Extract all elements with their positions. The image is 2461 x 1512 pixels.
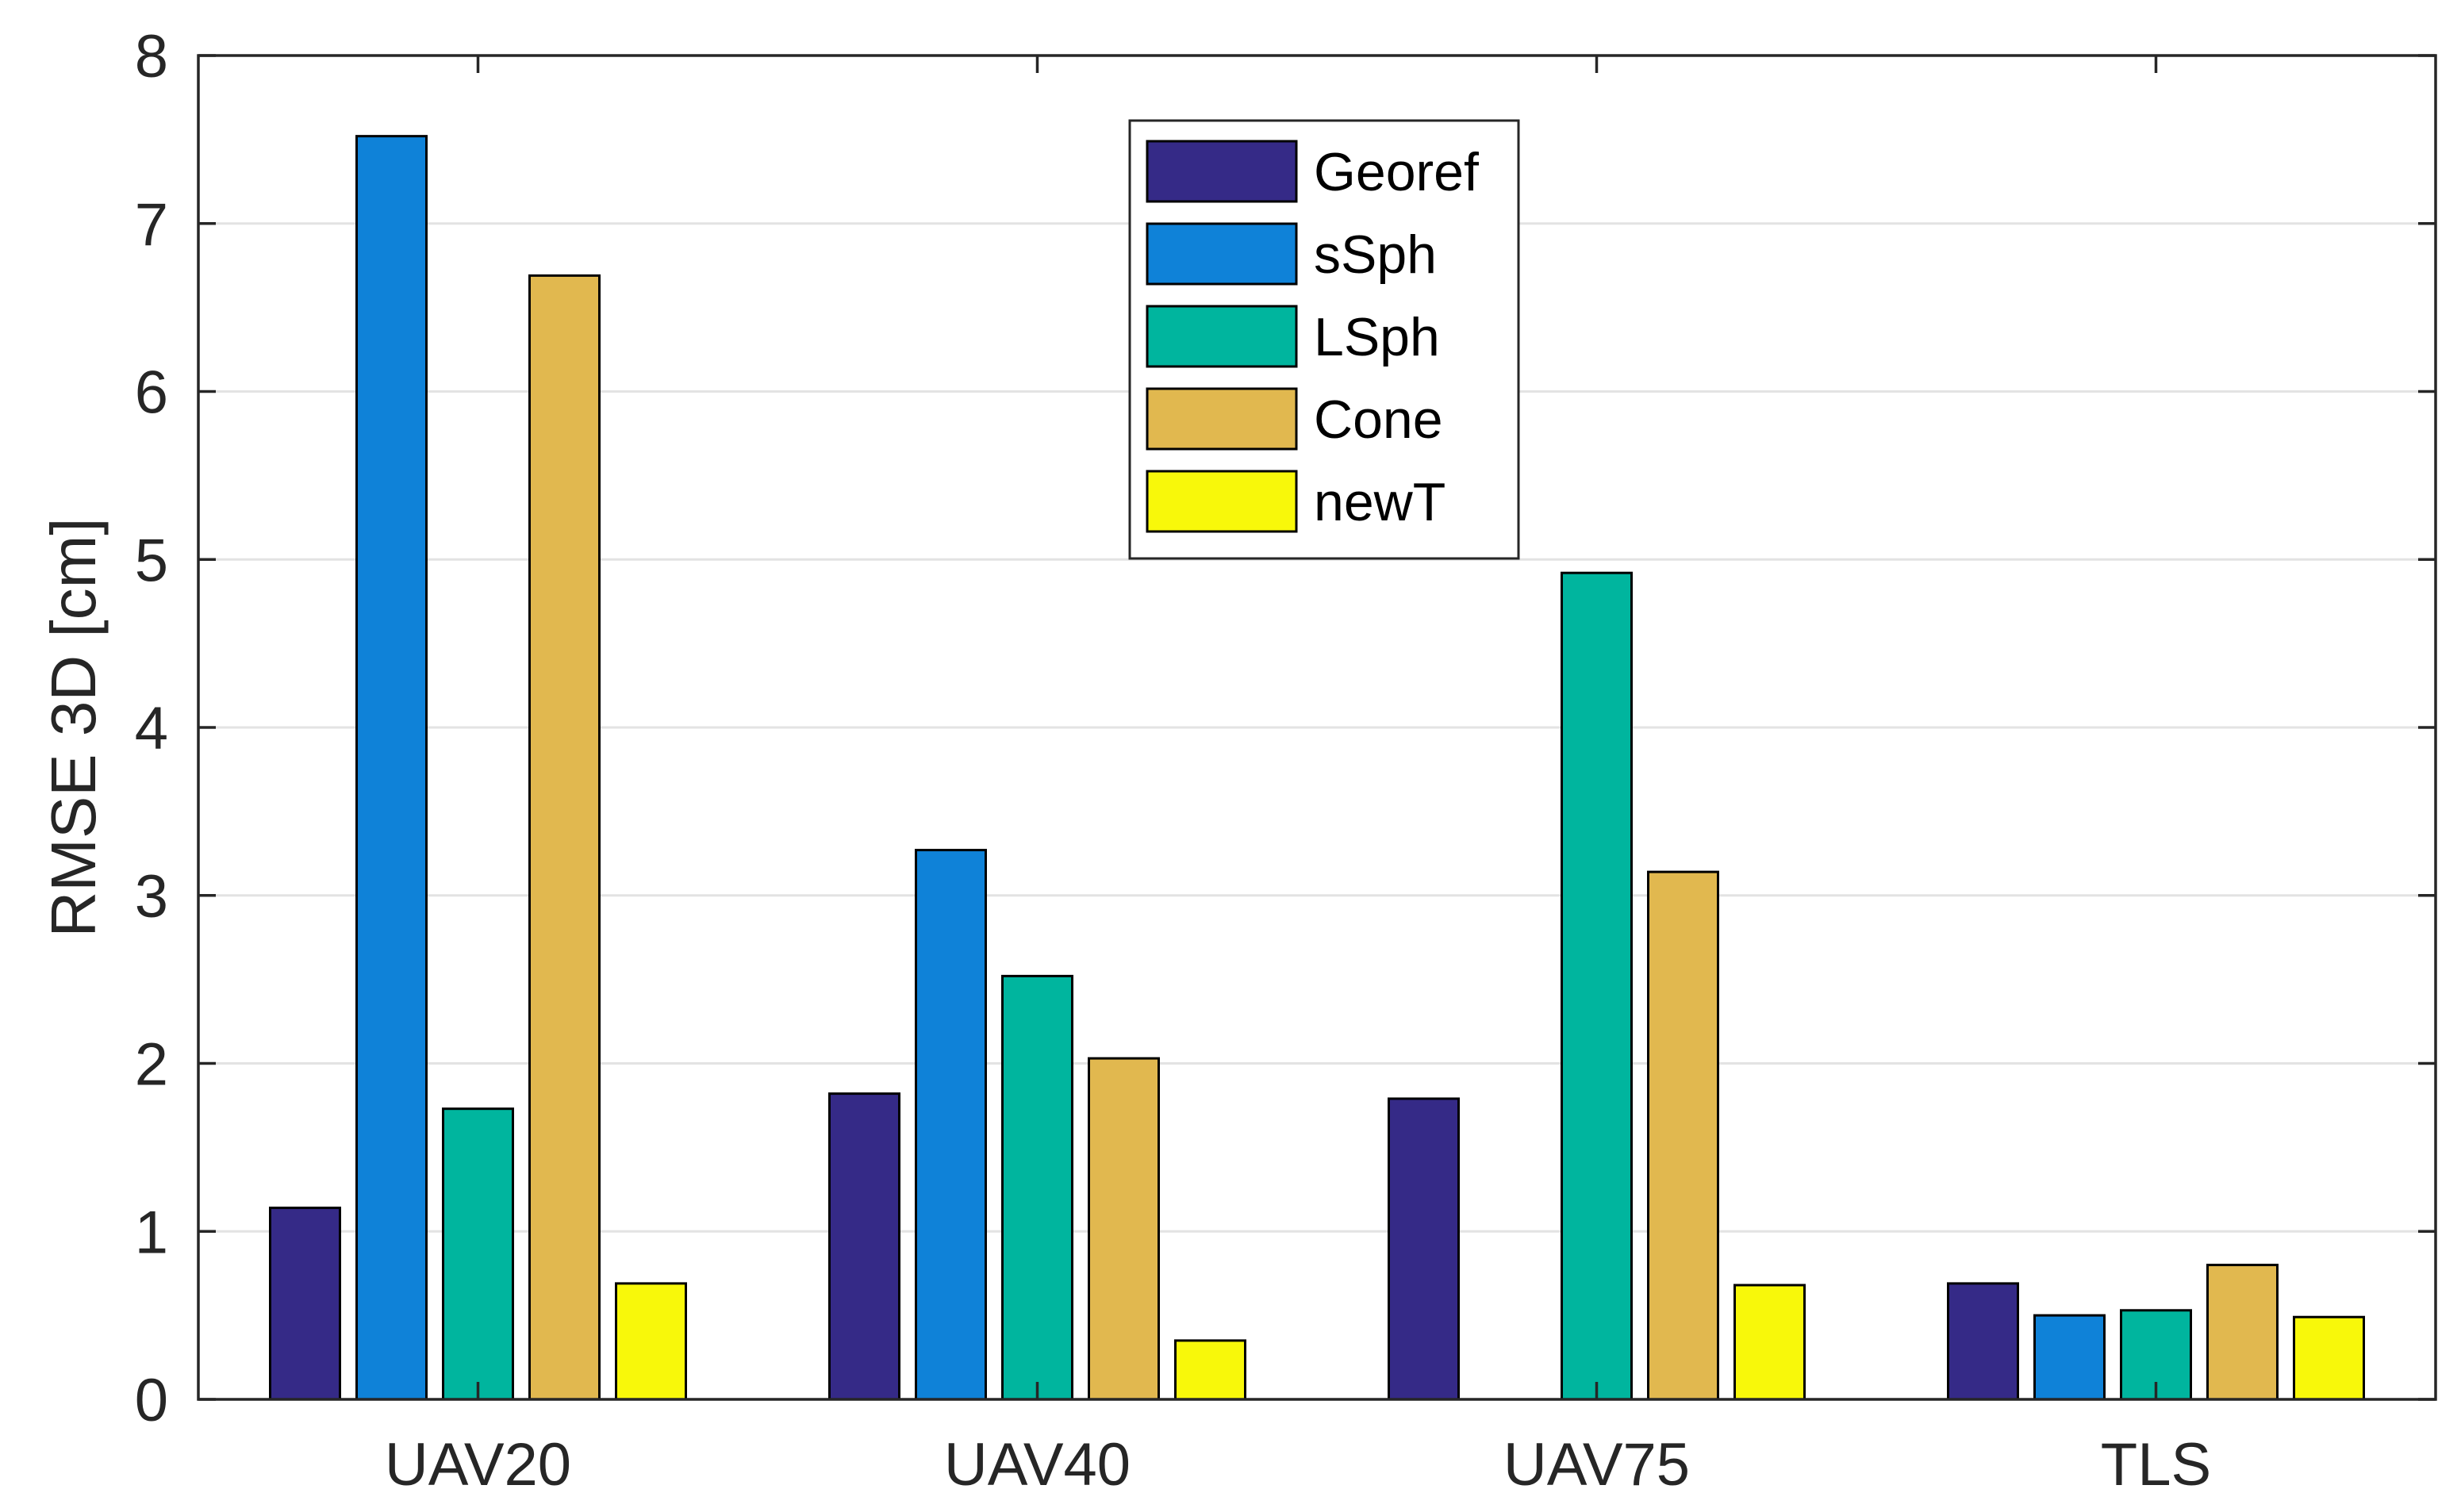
bar-newT-TLS <box>2293 1315 2365 1401</box>
y-tick-label: 1 <box>135 1199 168 1266</box>
x-tick-label: UAV20 <box>385 1431 571 1499</box>
bar-Cone-TLS <box>2206 1264 2279 1401</box>
legend-swatch-newT <box>1146 470 1298 533</box>
bar-Cone-UAV40 <box>1088 1057 1160 1401</box>
legend: Georef sSph LSph Cone newT <box>1128 119 1520 560</box>
bar-Cone-UAV20 <box>528 274 601 1401</box>
y-tick-label: 3 <box>135 863 168 931</box>
bar-sSph-UAV40 <box>915 849 987 1401</box>
legend-swatch-sSph <box>1146 222 1298 286</box>
bar-LSph-UAV75 <box>1561 571 1633 1401</box>
bar-Georef-UAV20 <box>269 1207 341 1401</box>
axes: UAV20 UAV40 UAV75 TLS 0 1 2 3 4 5 6 7 8 <box>135 23 2437 1499</box>
x-tick-label: TLS <box>2101 1431 2211 1499</box>
y-tick-label: 0 <box>135 1367 168 1434</box>
legend-swatch-LSph <box>1146 305 1298 368</box>
x-tick-label: UAV40 <box>944 1431 1131 1499</box>
legend-label-sSph: sSph <box>1314 224 1437 285</box>
y-axis-label: RMSE 3D [cm] <box>38 518 109 938</box>
bar-sSph-UAV20 <box>355 135 428 1401</box>
bars <box>269 135 2365 1401</box>
bar-newT-UAV75 <box>1733 1284 1806 1401</box>
bar-Georef-TLS <box>1947 1282 2019 1401</box>
bar-Cone-UAV75 <box>1647 870 1719 1401</box>
y-tick-label: 4 <box>135 695 168 762</box>
bar-sSph-TLS <box>2033 1314 2106 1401</box>
y-tick-label: 7 <box>135 191 168 259</box>
bar-LSph-UAV40 <box>1001 974 1073 1401</box>
bar-newT-UAV40 <box>1174 1339 1246 1401</box>
legend-label-Georef: Georef <box>1314 142 1479 202</box>
legend-swatch-Georef <box>1146 140 1298 203</box>
bar-Georef-UAV40 <box>828 1092 900 1401</box>
bar-newT-UAV20 <box>615 1282 687 1401</box>
bar-Georef-UAV75 <box>1388 1097 1460 1401</box>
bar-LSph-UAV20 <box>442 1107 514 1401</box>
y-tick-label: 5 <box>135 527 168 594</box>
legend-swatch-Cone <box>1146 387 1298 451</box>
y-tick-label: 8 <box>135 23 168 90</box>
x-tick-label: UAV75 <box>1503 1431 1690 1499</box>
legend-label-newT: newT <box>1314 472 1446 532</box>
legend-label-Cone: Cone <box>1314 390 1443 450</box>
legend-label-LSph: LSph <box>1314 307 1440 367</box>
y-tick-label: 6 <box>135 359 168 427</box>
y-tick-label: 2 <box>135 1031 168 1099</box>
